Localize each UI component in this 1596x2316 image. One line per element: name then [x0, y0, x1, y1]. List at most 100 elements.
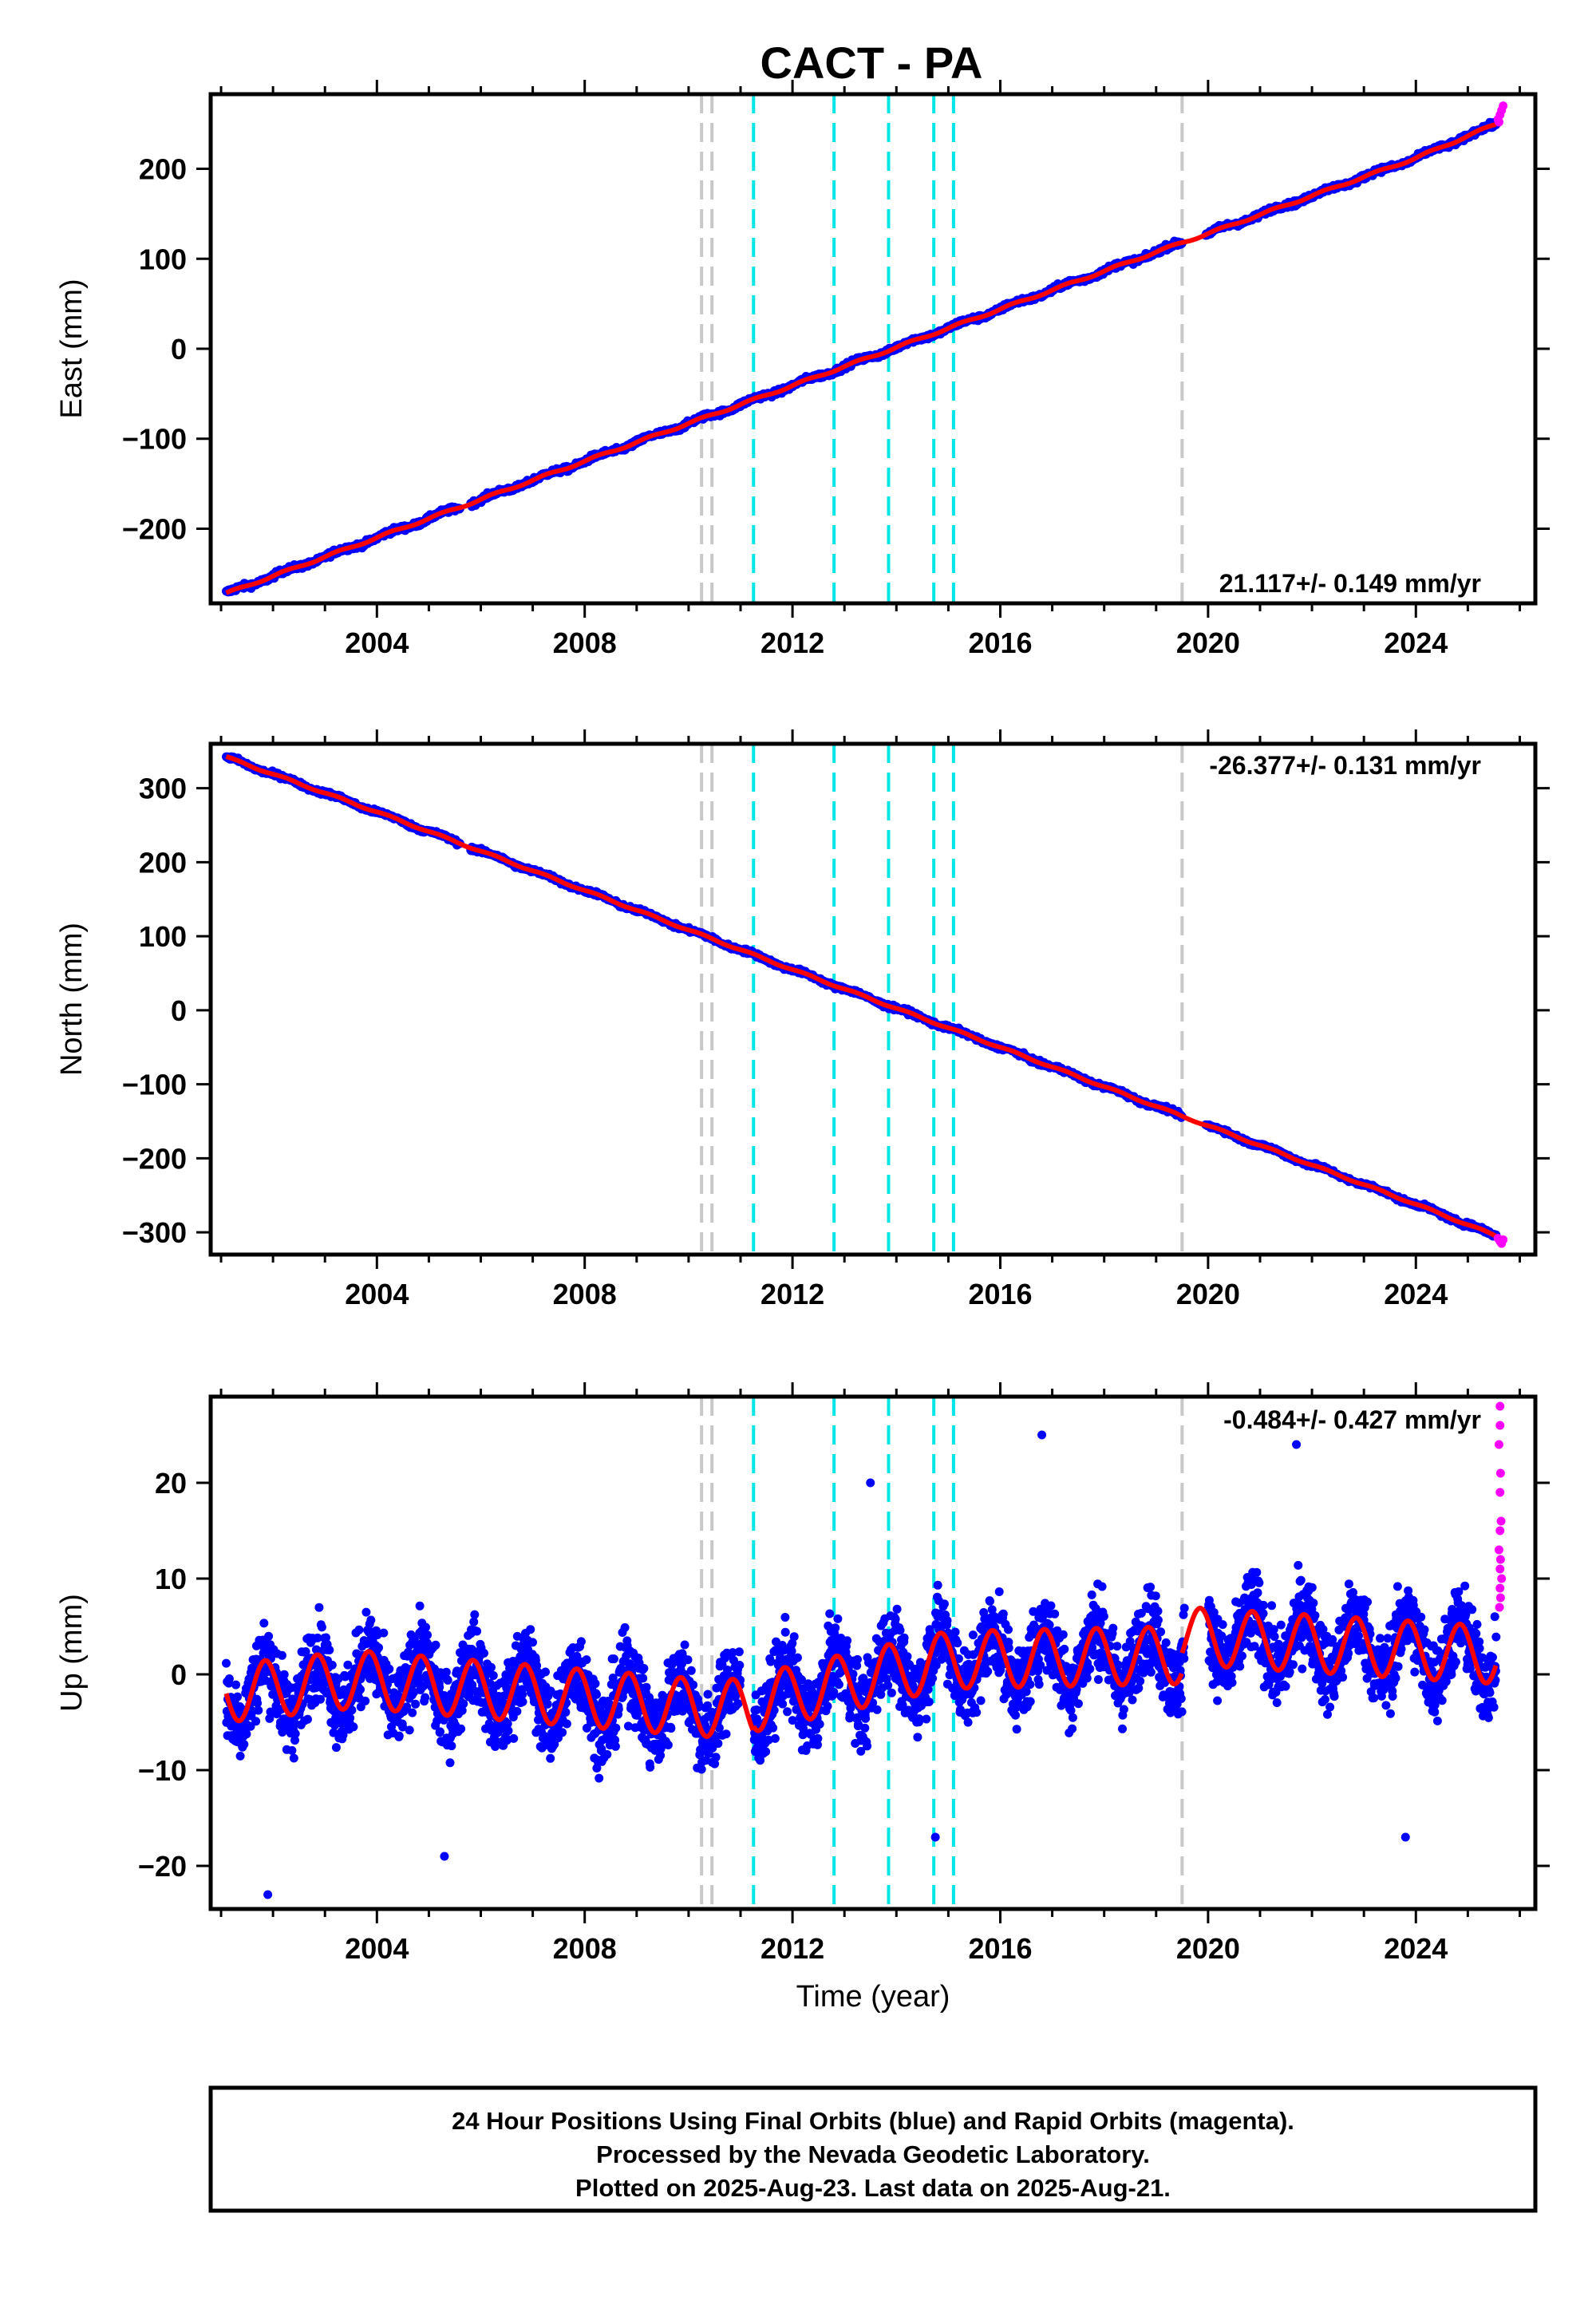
model-line: [225, 121, 1497, 595]
data-point: [459, 1699, 468, 1709]
data-point: [374, 1643, 383, 1653]
panel-north: 2004 2008 2012 2016 2020 2024 −300 −200 −100 0 100…: [55, 729, 1550, 1310]
y-axis-label: North (mm): [55, 923, 89, 1076]
scatter-series-rapid: [1493, 101, 1508, 127]
rapid-point: [1499, 101, 1508, 111]
data-point: [253, 1698, 263, 1708]
data-point: [409, 1634, 419, 1644]
data-point: [322, 1633, 330, 1642]
model-line: [225, 754, 1497, 1239]
plot-area: [222, 94, 1508, 603]
rapid-point: [1499, 1235, 1508, 1244]
data-point: [349, 1722, 358, 1732]
data-point: [301, 1647, 310, 1656]
rate-label: 21.117+/- 0.149 mm/yr: [1219, 569, 1481, 598]
panel-east: 2004 2008 2012 2016 2020 2024−200−1000100200E…: [55, 80, 1550, 659]
x-tick-label: 2024: [1384, 626, 1448, 659]
y-tick-label: −300: [122, 1216, 187, 1249]
data-point: [411, 1699, 421, 1709]
y-tick-label: −200: [122, 1142, 187, 1175]
data-point: [331, 1743, 341, 1753]
data-point: [405, 1725, 414, 1735]
data-point: [361, 1696, 370, 1705]
data-point: [346, 1713, 355, 1723]
data-point: [290, 1729, 300, 1738]
data-point: [314, 1603, 324, 1612]
data-point: [233, 1692, 243, 1701]
data-point: [356, 1685, 365, 1694]
data-point: [242, 1729, 251, 1739]
data-point: [456, 1724, 466, 1733]
data-point: [265, 1713, 275, 1723]
data-point: [224, 1674, 234, 1683]
data-point: [347, 1705, 357, 1715]
data-point: [394, 1731, 404, 1741]
y-axis-label: East (mm): [55, 279, 89, 418]
y-tick-label: 100: [139, 243, 187, 275]
data-point: [385, 1664, 394, 1674]
y-tick-label: 100: [139, 920, 187, 953]
data-point: [235, 1751, 245, 1761]
data-point: [421, 1693, 430, 1702]
data-point: [338, 1730, 348, 1740]
data-point: [398, 1722, 408, 1732]
scatter-series-rapid: [1493, 1234, 1508, 1248]
data-point: [457, 1705, 467, 1715]
x-tick-label: 2020: [1176, 1278, 1240, 1310]
x-tick-label: 2020: [1176, 626, 1240, 659]
data-point: [423, 1630, 432, 1640]
y-tick-label: 200: [139, 153, 187, 186]
data-point: [354, 1625, 364, 1634]
plot-area: [222, 1397, 1507, 1909]
y-tick-label: 300: [139, 773, 187, 805]
y-tick-label: 0: [171, 333, 187, 366]
data-point: [254, 1705, 263, 1715]
data-point: [445, 1758, 455, 1768]
y-tick-label: −100: [122, 423, 187, 456]
data-point: [443, 1675, 452, 1685]
y-tick-label: −200: [122, 512, 187, 545]
y-tick-label: 200: [139, 846, 187, 879]
data-point: [366, 1615, 376, 1625]
x-tick-label: 2008: [553, 1278, 617, 1310]
data-point: [469, 1617, 479, 1626]
x-tick-label: 2004: [345, 626, 409, 659]
rate-label: -26.377+/- 0.131 mm/yr: [1209, 751, 1481, 780]
data-point: [470, 1610, 480, 1619]
data-point: [231, 1680, 241, 1690]
data-point: [402, 1702, 412, 1712]
data-point: [303, 1714, 312, 1724]
data-point: [343, 1660, 353, 1670]
data-point: [327, 1660, 337, 1670]
data-point: [436, 1727, 444, 1737]
data-point: [431, 1640, 440, 1650]
chart-title: CACT - PA: [760, 38, 983, 88]
data-point: [317, 1622, 326, 1632]
y-tick-label: −100: [122, 1069, 187, 1101]
data-point: [361, 1607, 371, 1617]
data-point: [415, 1601, 425, 1611]
x-tick-label: 2004: [345, 1278, 409, 1310]
data-point: [279, 1670, 289, 1679]
data-point: [325, 1646, 334, 1654]
x-tick-label: 2016: [968, 626, 1032, 659]
rapid-point: [1494, 117, 1503, 127]
data-point: [259, 1618, 269, 1628]
x-tick-label: 2012: [760, 1278, 824, 1310]
y-tick-label: 0: [171, 994, 187, 1027]
data-point: [222, 1658, 231, 1668]
data-point: [441, 1667, 451, 1677]
data-point: [313, 1633, 322, 1642]
data-point: [277, 1650, 286, 1660]
data-point: [408, 1708, 417, 1717]
plot-frame: [208, 741, 1538, 1257]
data-point: [251, 1717, 261, 1726]
data-point: [289, 1753, 298, 1763]
x-tick-label: 2016: [968, 1278, 1032, 1310]
data-point: [421, 1622, 430, 1632]
data-point: [379, 1628, 389, 1638]
data-point: [287, 1745, 297, 1755]
x-tick-label: 2024: [1384, 1278, 1448, 1310]
